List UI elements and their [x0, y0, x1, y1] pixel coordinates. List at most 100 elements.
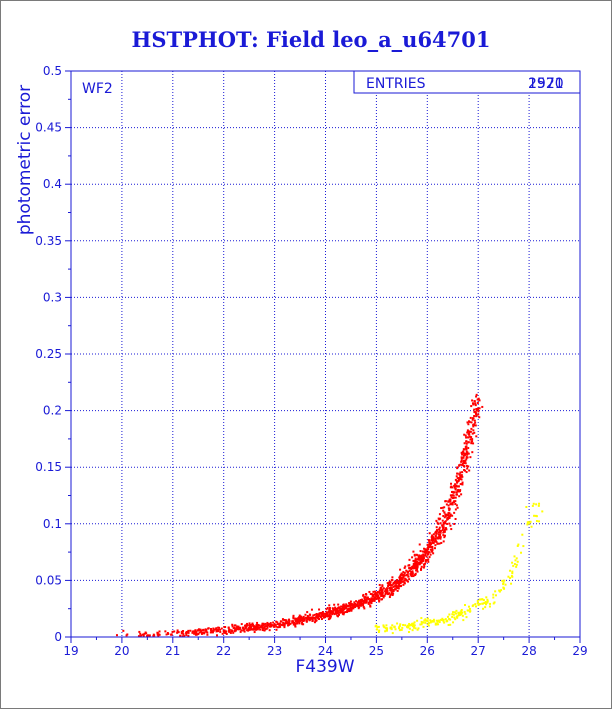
data-point	[427, 622, 430, 625]
data-point	[386, 627, 389, 630]
data-point	[351, 604, 354, 607]
data-point	[270, 625, 273, 628]
data-point	[448, 498, 451, 501]
data-point	[391, 576, 394, 579]
data-point	[382, 594, 385, 597]
data-point	[439, 531, 442, 534]
data-point	[321, 614, 324, 617]
data-point	[336, 612, 339, 615]
data-point	[449, 524, 452, 527]
data-point	[344, 611, 347, 614]
data-point	[171, 630, 174, 633]
data-point	[239, 630, 242, 633]
data-point	[143, 632, 146, 635]
data-point	[475, 605, 478, 608]
data-point	[247, 629, 250, 632]
data-point	[362, 599, 365, 602]
y-axis-label: photometric error	[15, 85, 35, 235]
data-point	[305, 619, 308, 622]
data-point	[193, 632, 196, 635]
data-point	[381, 592, 384, 595]
data-point	[429, 619, 432, 622]
data-point	[478, 407, 481, 410]
data-point	[212, 627, 215, 630]
data-point	[471, 438, 474, 441]
data-point	[406, 573, 409, 576]
data-point	[292, 617, 295, 620]
data-point	[470, 421, 473, 424]
data-point	[470, 442, 473, 445]
data-point	[421, 556, 424, 559]
data-point	[468, 469, 471, 472]
data-point	[467, 441, 470, 444]
data-point	[424, 549, 427, 552]
data-point	[442, 534, 445, 537]
data-point	[251, 628, 254, 631]
data-point	[338, 611, 341, 614]
data-point	[256, 621, 259, 624]
data-point	[403, 574, 406, 577]
data-point	[434, 530, 437, 533]
data-point	[454, 483, 457, 486]
data-point	[419, 558, 422, 561]
data-point	[466, 421, 469, 424]
data-point	[467, 465, 470, 468]
data-point	[494, 590, 497, 593]
data-point	[310, 608, 313, 611]
data-point	[460, 460, 463, 463]
data-point	[305, 617, 308, 620]
data-point	[513, 555, 516, 558]
x-tick-label: 20	[114, 644, 129, 658]
data-point	[535, 520, 538, 523]
data-point	[342, 604, 345, 607]
data-point	[248, 622, 251, 625]
data-point	[307, 616, 310, 619]
data-point	[396, 589, 399, 592]
data-point	[294, 618, 297, 621]
data-point	[381, 585, 384, 588]
data-point	[395, 580, 398, 583]
data-point	[299, 618, 302, 621]
data-point	[256, 628, 259, 631]
data-point	[374, 597, 377, 600]
data-point	[181, 635, 184, 638]
data-point	[366, 596, 369, 599]
data-point	[432, 539, 435, 542]
data-point	[205, 630, 208, 633]
data-point	[500, 589, 503, 592]
data-point	[447, 623, 450, 626]
data-point	[328, 604, 331, 607]
data-point	[492, 602, 495, 605]
data-point	[392, 581, 395, 584]
data-point	[256, 624, 259, 627]
data-point	[266, 621, 269, 624]
data-point	[488, 605, 491, 608]
data-point	[139, 632, 142, 635]
data-point	[326, 613, 329, 616]
data-point	[398, 585, 401, 588]
data-point	[343, 605, 346, 608]
data-point	[484, 600, 487, 603]
data-point	[300, 619, 303, 622]
data-point	[461, 451, 464, 454]
data-point	[317, 615, 320, 618]
data-point	[388, 584, 391, 587]
data-point	[458, 495, 461, 498]
data-point	[292, 614, 295, 617]
data-point	[426, 617, 429, 620]
data-point	[353, 601, 356, 604]
data-point	[315, 615, 318, 618]
data-point	[330, 610, 333, 613]
data-point	[371, 598, 374, 601]
data-point	[444, 528, 447, 531]
data-point	[273, 625, 276, 628]
data-point	[432, 552, 435, 555]
data-point	[377, 597, 380, 600]
data-point	[415, 558, 418, 561]
data-point	[493, 601, 496, 604]
data-point	[474, 603, 477, 606]
data-point	[320, 618, 323, 621]
data-point	[503, 587, 506, 590]
data-point	[313, 621, 316, 624]
